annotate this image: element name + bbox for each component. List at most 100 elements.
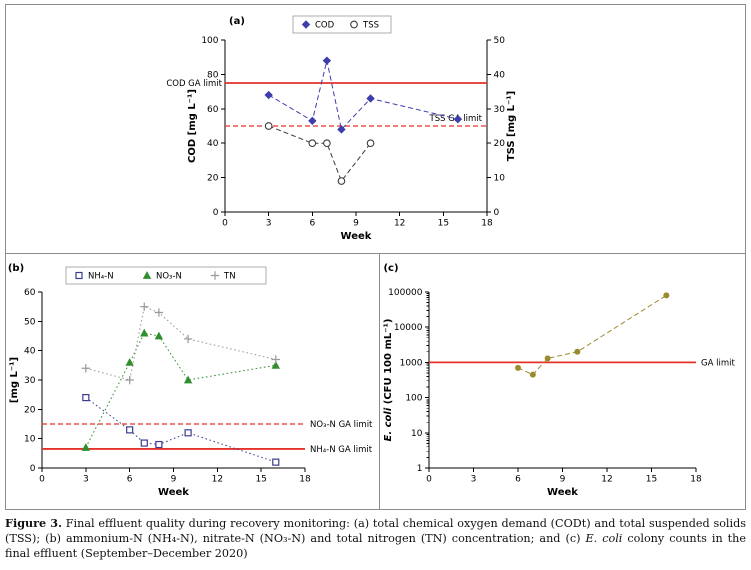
plus-marker-icon: [183, 334, 193, 344]
series-NH-N: [82, 394, 280, 466]
plus-marker-icon: [154, 308, 164, 317]
y-tick-label: 40: [24, 347, 36, 357]
x-tick-label: 6: [309, 219, 315, 229]
plus-marker-icon: [81, 364, 91, 373]
diamond-marker-icon: [337, 125, 346, 134]
y-tick-label: 100: [405, 394, 422, 404]
series-line: [517, 294, 667, 376]
legend-label: TN: [223, 272, 236, 282]
triangle-marker-icon: [140, 328, 149, 337]
y-tick-label: 0: [30, 464, 36, 474]
legend: NH₄-N NO₃-N TN: [65, 266, 267, 285]
open-circle-marker-icon: [308, 139, 317, 148]
y-tick-label: 40: [494, 70, 506, 80]
caption-text: Final effluent quality during recovery m…: [5, 517, 746, 545]
series-line: [268, 60, 459, 131]
diamond-marker-icon: [264, 90, 273, 100]
x-tick-label: 3: [471, 475, 477, 485]
open-square-marker-icon: [82, 394, 90, 402]
triangle-marker-icon: [154, 331, 164, 340]
panel-label: (c): [383, 263, 398, 274]
y-tick-label: 60: [207, 105, 219, 115]
axes: [221, 39, 491, 216]
diamond-marker-icon: [453, 114, 463, 124]
open-circle-marker-icon: [366, 139, 375, 148]
caption-text: colony counts in the final effluent (Sep…: [5, 531, 746, 560]
diamond-marker-icon: [366, 94, 375, 103]
axes: [38, 291, 306, 472]
x-tick-label: 6: [127, 475, 133, 485]
plus-marker-icon: [271, 355, 280, 364]
series-TSS: [264, 122, 375, 185]
x-tick-label: 6: [515, 475, 521, 485]
y-tick-label: 10: [494, 174, 506, 184]
bottom-panels: 0 3 6 9 12 15 18 Week 0 10 20 30 40 50 60 [mg L⁻¹] NO₃-N…: [6, 253, 745, 509]
x-tick-label: 0: [426, 475, 432, 485]
open-circle-marker-icon: [323, 139, 331, 148]
y-tick-label: 100: [201, 36, 218, 46]
y-tick-label: 10: [411, 429, 423, 439]
x-tick-label: 18: [299, 475, 311, 485]
y-tick-label: 10000: [394, 323, 423, 333]
diamond-marker-icon: [308, 116, 317, 126]
triangle-marker-icon: [125, 358, 134, 366]
panel-b: 0 3 6 9 12 15 18 Week 0 10 20 30 40 50 60 [mg L⁻¹] NO₃-N…: [6, 254, 380, 509]
chart-ecoli: 0 3 6 9 12 15 18 Week 1 10 100 1000 10000 100000 E. co…: [383, 263, 735, 498]
plus-marker-icon: [210, 271, 220, 280]
limit-label: COD GA limit: [166, 79, 222, 89]
limit-line: GA limit: [429, 358, 735, 368]
x-tick-label: 18: [690, 475, 702, 485]
axes: [425, 291, 697, 472]
series-E-coli: [515, 292, 670, 378]
y-tick-label: 30: [24, 376, 36, 386]
x-axis-title: Week: [341, 231, 372, 242]
y-tick-label: 1000: [400, 358, 423, 368]
series-NO-N: [81, 328, 280, 451]
open-square-marker-icon: [75, 271, 83, 280]
triangle-marker-icon: [81, 443, 91, 451]
legend-box: [292, 15, 392, 34]
y-tick-label: 0: [494, 208, 500, 218]
panel-label: (a): [229, 16, 245, 27]
y-tick-label: 20: [24, 405, 36, 415]
x-axis-title: Week: [158, 487, 189, 498]
x-tick-label: 15: [255, 475, 266, 485]
panel-c: 0 3 6 9 12 15 18 Week 1 10 100 1000 10000 100000 E. co…: [380, 254, 745, 509]
limit-line: NO₃-N GA limit: [42, 420, 373, 430]
chart-cod-tss: 0 3 6 9 12 15 18 Week 0 20 40 60 80 100 COD [mg L⁻¹] 0 1…: [166, 15, 517, 242]
legend-label: TSS: [362, 21, 379, 31]
figure-3-panels: 0 3 6 9 12 15 18 Week 0 20 40 60 80 100 COD [mg L⁻¹] 0 1…: [5, 4, 746, 510]
open-circle-marker-icon: [264, 122, 273, 130]
x-tick-label: 9: [171, 475, 177, 485]
y-tick-label: 30: [494, 105, 506, 115]
open-circle-marker-icon: [337, 177, 346, 185]
chart-nitrogen: 0 3 6 9 12 15 18 Week 0 10 20 30 40 50 60 [mg L⁻¹] NO₃-N…: [8, 263, 373, 498]
plus-marker-icon: [140, 302, 149, 311]
y-axis-title: COD [mg L⁻¹]: [187, 89, 198, 163]
x-tick-label: 18: [481, 219, 493, 229]
triangle-marker-icon: [271, 360, 280, 369]
x-tick-label: 12: [601, 475, 612, 485]
legend-label: NO₃-N: [156, 272, 182, 282]
circle-marker-icon: [515, 364, 521, 371]
circle-marker-icon: [529, 371, 536, 378]
limit-label: GA limit: [701, 358, 735, 368]
y-tick-label: 60: [24, 288, 36, 298]
legend-label: NH₄-N: [88, 272, 114, 282]
x-tick-label: 0: [39, 475, 45, 485]
y-tick-label: 80: [207, 70, 219, 80]
x-tick-label: 15: [646, 475, 657, 485]
plus-marker-icon: [125, 375, 134, 385]
legend-box: [65, 266, 267, 285]
y-tick-label: 1: [417, 464, 423, 474]
triangle-marker-icon: [183, 375, 193, 384]
series-line: [85, 397, 276, 463]
x-tick-label: 15: [438, 219, 449, 229]
x-tick-label: 0: [222, 219, 228, 229]
limit-label: NO₃-N GA limit: [310, 420, 373, 430]
open-square-marker-icon: [140, 439, 148, 447]
legend: COD TSS: [292, 15, 392, 34]
diamond-marker-icon: [322, 56, 332, 65]
open-square-marker-icon: [272, 458, 280, 466]
